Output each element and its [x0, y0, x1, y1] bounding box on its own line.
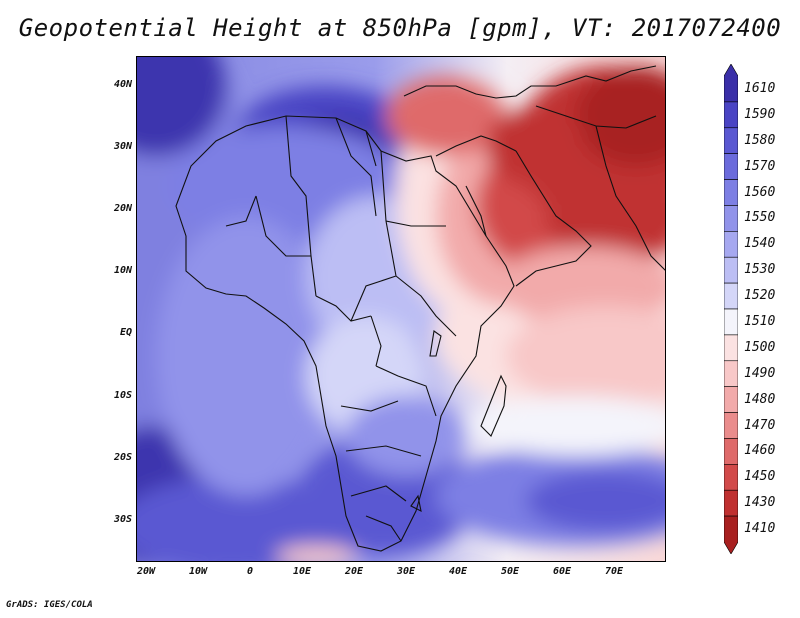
colorbar-label: 1450: [744, 469, 776, 485]
colorbar-swatch: [724, 334, 738, 362]
colorbar-swatch: [724, 464, 738, 491]
lat-label-20s: 20S: [113, 452, 132, 463]
colorbar-swatch: [724, 153, 738, 180]
colorbar-label: 1610: [744, 80, 776, 96]
colorbar: [724, 64, 738, 554]
colorbar-label: 1490: [744, 365, 776, 381]
lon-label-70e: 70E: [604, 566, 624, 577]
colorbar-swatch: [724, 256, 738, 284]
lon-label-10e: 10E: [292, 566, 312, 577]
lon-label-30e: 30E: [396, 566, 416, 577]
colorbar-label: 1590: [744, 106, 776, 122]
grads-credit: GrADS: IGES/COLA: [6, 600, 93, 610]
colorbar-label: 1530: [744, 262, 776, 278]
lon-label-50e: 50E: [500, 566, 520, 577]
lat-label-30s: 30S: [113, 514, 132, 525]
lon-label-20e: 20E: [344, 566, 364, 577]
height-field: [136, 56, 666, 562]
colorbar-swatch: [724, 205, 738, 232]
colorbar-swatch: [724, 515, 738, 554]
colorbar-label: 1430: [744, 495, 776, 511]
lat-label-30n: 30N: [113, 141, 132, 152]
lat-label-20n: 20N: [113, 203, 132, 214]
colorbar-label: 1560: [744, 184, 776, 200]
lat-label-10s: 10S: [113, 390, 132, 401]
lat-label-40n: 40N: [113, 79, 132, 90]
colorbar-swatch: [724, 64, 738, 103]
colorbar-swatch: [724, 231, 738, 258]
map-title: Geopotential Height at 850hPa [gpm], VT:…: [18, 14, 782, 42]
colorbar-label: 1510: [744, 313, 776, 329]
colorbar-label: 1460: [744, 443, 776, 459]
lon-label-0: 0: [246, 566, 254, 577]
colorbar-swatch: [724, 127, 738, 154]
colorbar-label: 1500: [744, 339, 776, 355]
lon-label-10w: 10W: [188, 566, 208, 577]
colorbar-swatch: [724, 386, 738, 413]
lon-label-20w: 20W: [136, 566, 156, 577]
colorbar-label: 1410: [744, 521, 776, 537]
colorbar-swatch: [724, 101, 738, 129]
geopotential-map: [136, 56, 666, 562]
colorbar-swatch: [724, 179, 738, 206]
lat-label-10n: 10N: [113, 265, 132, 276]
colorbar-label: 1540: [744, 236, 776, 252]
colorbar-label: 1480: [744, 391, 776, 407]
colorbar-swatch: [724, 360, 738, 387]
colorbar-swatch: [724, 282, 738, 310]
lon-label-60e: 60E: [552, 566, 572, 577]
colorbar-swatch: [724, 489, 738, 517]
colorbar-swatch: [724, 308, 738, 336]
colorbar-label: 1550: [744, 210, 776, 226]
lat-label-eq: EQ: [119, 327, 132, 338]
coastlines: [175, 65, 666, 552]
colorbar-label: 1520: [744, 288, 776, 304]
colorbar-label: 1470: [744, 417, 776, 433]
colorbar-label: 1580: [744, 132, 776, 148]
lon-label-40e: 40E: [448, 566, 468, 577]
colorbar-swatch: [724, 412, 738, 439]
colorbar-label: 1570: [744, 158, 776, 174]
colorbar-swatch: [724, 438, 738, 465]
